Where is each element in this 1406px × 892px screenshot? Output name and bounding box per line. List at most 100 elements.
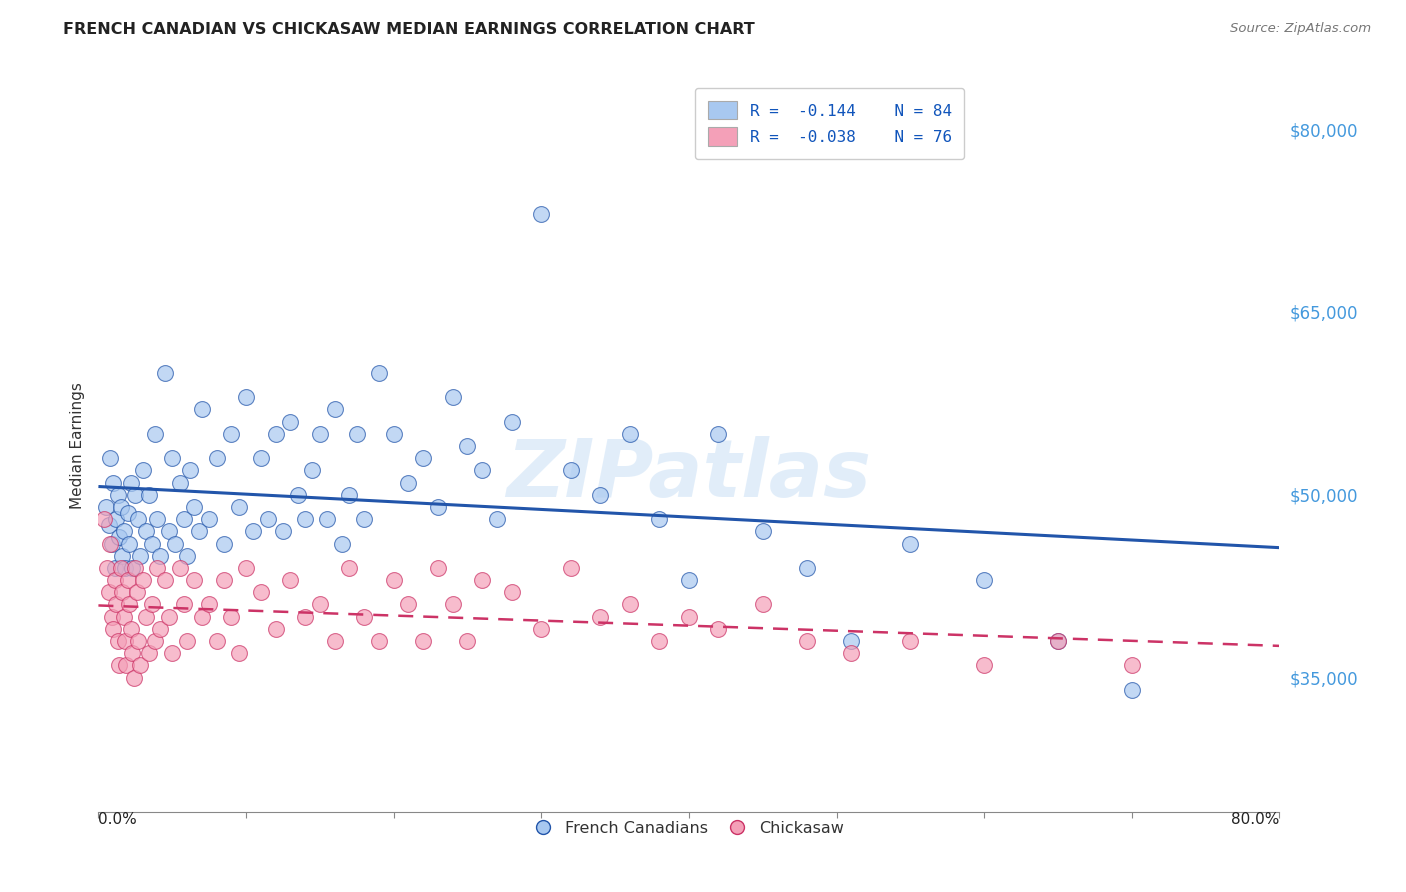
- Point: [228, 500, 250, 514]
- Point: [100, 536, 122, 550]
- Point: [707, 622, 730, 636]
- Point: [900, 536, 922, 550]
- Point: [221, 426, 243, 441]
- Point: [187, 524, 209, 539]
- Point: [105, 512, 128, 526]
- Point: [412, 634, 434, 648]
- Point: [135, 609, 157, 624]
- Point: [382, 573, 405, 587]
- Point: [530, 207, 553, 221]
- Point: [157, 609, 180, 624]
- Point: [560, 463, 582, 477]
- Point: [707, 426, 730, 441]
- Point: [427, 500, 450, 514]
- Point: [111, 585, 134, 599]
- Point: [104, 561, 127, 575]
- Point: [250, 451, 273, 466]
- Point: [115, 658, 138, 673]
- Point: [153, 366, 176, 380]
- Point: [235, 561, 257, 575]
- Point: [441, 390, 464, 404]
- Point: [257, 512, 280, 526]
- Point: [280, 415, 302, 429]
- Point: [280, 573, 302, 587]
- Point: [103, 622, 125, 636]
- Point: [103, 475, 125, 490]
- Point: [114, 634, 136, 648]
- Point: [120, 475, 142, 490]
- Point: [1046, 634, 1070, 648]
- Point: [752, 598, 775, 612]
- Point: [1121, 658, 1143, 673]
- Point: [205, 451, 228, 466]
- Point: [97, 585, 120, 599]
- Point: [501, 415, 523, 429]
- Point: [1046, 634, 1070, 648]
- Point: [221, 609, 243, 624]
- Point: [353, 609, 375, 624]
- Point: [118, 536, 141, 550]
- Point: [98, 536, 121, 550]
- Point: [143, 634, 166, 648]
- Point: [973, 573, 995, 587]
- Point: [141, 536, 163, 550]
- Point: [146, 512, 169, 526]
- Point: [264, 622, 287, 636]
- Point: [316, 512, 339, 526]
- Point: [441, 598, 464, 612]
- Point: [107, 488, 129, 502]
- Point: [198, 512, 221, 526]
- Point: [796, 634, 818, 648]
- Point: [128, 658, 150, 673]
- Point: [127, 512, 149, 526]
- Point: [271, 524, 294, 539]
- Point: [212, 573, 235, 587]
- Point: [128, 549, 150, 563]
- Point: [294, 512, 316, 526]
- Point: [648, 634, 671, 648]
- Point: [678, 573, 700, 587]
- Point: [149, 549, 172, 563]
- Point: [323, 634, 346, 648]
- Point: [752, 524, 775, 539]
- Point: [486, 512, 509, 526]
- Point: [176, 549, 198, 563]
- Point: [205, 634, 228, 648]
- Point: [250, 585, 273, 599]
- Point: [110, 500, 132, 514]
- Point: [108, 530, 131, 544]
- Point: [176, 634, 198, 648]
- Point: [796, 561, 818, 575]
- Point: [619, 598, 641, 612]
- Point: [368, 634, 391, 648]
- Point: [110, 561, 132, 575]
- Point: [560, 561, 582, 575]
- Point: [648, 512, 671, 526]
- Point: [212, 536, 235, 550]
- Point: [124, 488, 146, 502]
- Point: [122, 671, 145, 685]
- Point: [149, 622, 172, 636]
- Point: [323, 402, 346, 417]
- Point: [191, 402, 214, 417]
- Point: [124, 561, 146, 575]
- Point: [471, 573, 494, 587]
- Point: [96, 561, 118, 575]
- Point: [107, 634, 129, 648]
- Point: [105, 598, 128, 612]
- Point: [141, 598, 163, 612]
- Point: [900, 634, 922, 648]
- Point: [138, 646, 160, 660]
- Point: [530, 622, 553, 636]
- Point: [125, 585, 148, 599]
- Point: [121, 561, 143, 575]
- Point: [457, 634, 479, 648]
- Point: [169, 475, 191, 490]
- Point: [191, 609, 214, 624]
- Y-axis label: Median Earnings: Median Earnings: [69, 383, 84, 509]
- Point: [242, 524, 264, 539]
- Point: [173, 598, 195, 612]
- Point: [368, 366, 391, 380]
- Point: [135, 524, 157, 539]
- Point: [382, 426, 405, 441]
